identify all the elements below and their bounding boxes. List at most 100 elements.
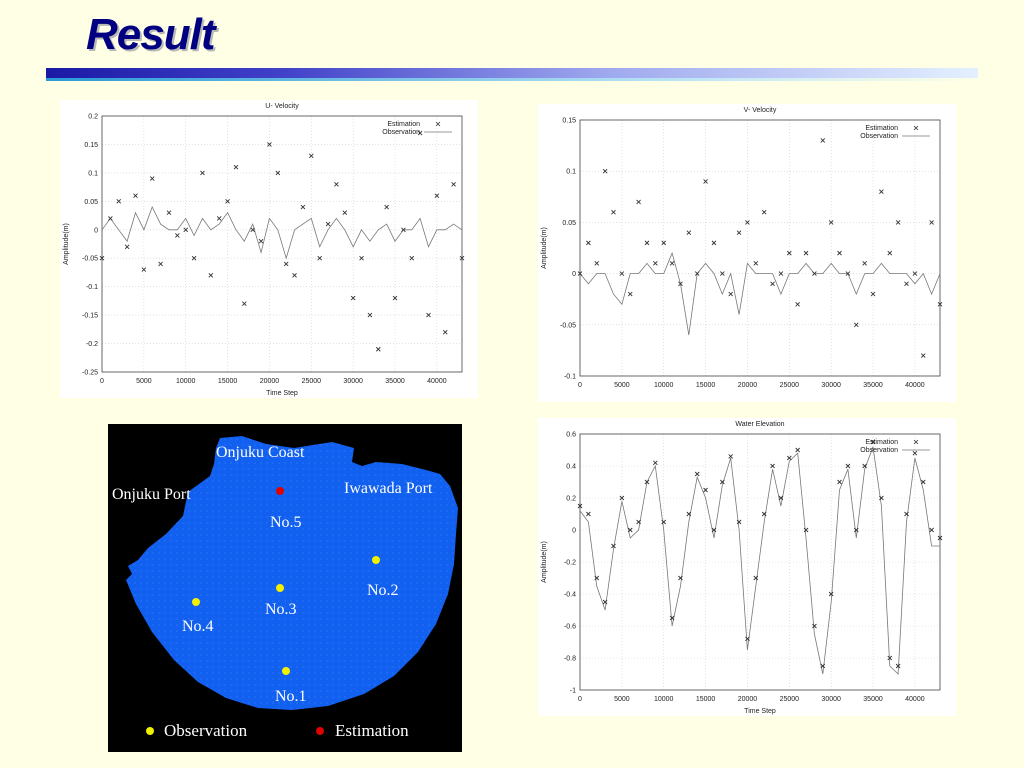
- y-tick-label: 0.2: [88, 114, 98, 121]
- estimation-point: [812, 623, 817, 629]
- estimation-point: [795, 302, 800, 307]
- estimation-point: [828, 591, 834, 597]
- y-tick-label: -0.4: [564, 592, 576, 599]
- y-tick-label: -0.1: [86, 284, 98, 291]
- station-no4-observation-point: [192, 598, 200, 606]
- u-velocity-chart: 0 5000 10000 15000 20000 25000 30000 35000 40000…: [60, 100, 478, 398]
- observation-series-line: [579, 251, 941, 336]
- x-tick-label: 30000: [821, 696, 841, 703]
- estimation-point: [359, 255, 364, 261]
- x-tick-label: 25000: [302, 378, 322, 385]
- v-velocity-chart: 0 5000 10000 15000 20000 25000 30000 35000 40000…: [538, 104, 956, 402]
- estimation-point: [292, 272, 297, 278]
- estimation-point: [686, 230, 692, 235]
- estimation-point: [728, 454, 734, 459]
- x-tick-label: 15000: [696, 696, 716, 703]
- estimation-point: [711, 527, 717, 533]
- estimation-legend-label: Estimation: [335, 721, 409, 740]
- estimation-point: [862, 463, 867, 469]
- y-tick-label: -0.25: [82, 370, 98, 377]
- estimation-point: [275, 170, 281, 176]
- estimation-point: [442, 329, 448, 335]
- estimation-point: [636, 199, 641, 205]
- estimation-point: [820, 663, 826, 669]
- estimation-point: [577, 271, 583, 276]
- estimation-point: [895, 663, 901, 669]
- estimation-point: [803, 250, 809, 256]
- x-tick-label: 5000: [614, 696, 630, 703]
- estimation-point: [141, 267, 147, 272]
- estimation-point: [401, 227, 406, 233]
- estimation-point: [853, 322, 859, 328]
- estimation-point: [720, 479, 725, 485]
- water-elevation-chart: 0 5000 10000 15000 20000 25000 30000 35000 40000…: [538, 418, 956, 716]
- estimation-point: [208, 272, 214, 278]
- estimation-point: [870, 439, 876, 445]
- y-tick-label: 0.15: [562, 118, 576, 125]
- estimation-point: [653, 261, 658, 266]
- observation-series-line: [101, 205, 463, 260]
- x-tick-label: 40000: [905, 696, 925, 703]
- x-tick-label: 40000: [427, 378, 447, 385]
- y-axis-label: Amplitude(m): [541, 541, 548, 583]
- estimation-point: [879, 495, 884, 501]
- estimation-point: [678, 575, 683, 581]
- estimation-point: [308, 153, 314, 159]
- y-tick-label: 0: [572, 528, 576, 535]
- chart-2-axes: 0 5000 10000 15000 20000 25000 30000 35000 40000…: [541, 421, 941, 715]
- estimation-point: [753, 261, 759, 266]
- legend-estimation-marker: [435, 121, 441, 127]
- estimation-point: [451, 181, 456, 187]
- estimation-point: [661, 240, 667, 246]
- sea-area: [126, 436, 458, 710]
- estimation-point: [920, 353, 926, 358]
- chart-title: V- Velocity: [744, 107, 777, 114]
- iwawada-port-label: Iwawada Port: [344, 480, 433, 497]
- estimation-point: [367, 312, 373, 318]
- estimation-point: [912, 450, 918, 456]
- estimation-point: [375, 346, 381, 352]
- x-tick-label: 30000: [821, 382, 841, 389]
- x-tick-label: 25000: [780, 696, 800, 703]
- y-tick-label: -0.8: [564, 656, 576, 663]
- estimation-point: [937, 302, 943, 307]
- estimation-point: [627, 527, 633, 533]
- estimation-point: [216, 216, 222, 221]
- y-tick-label: 0.15: [84, 142, 98, 149]
- estimation-point: [912, 271, 918, 276]
- estimation-point: [745, 220, 750, 225]
- estimation-point: [753, 575, 759, 581]
- estimation-point: [837, 250, 842, 256]
- estimation-point: [350, 295, 356, 301]
- title-underline-line: [46, 78, 978, 81]
- y-tick-label: -0.05: [82, 256, 98, 263]
- estimation-point: [242, 301, 247, 307]
- estimation-point: [703, 487, 708, 493]
- chart-0-axes: 0 5000 10000 15000 20000 25000 30000 35000 40000…: [63, 103, 463, 397]
- y-tick-label: 0: [94, 227, 98, 234]
- estimation-point: [627, 291, 633, 297]
- estimation-point: [175, 233, 180, 238]
- estimation-point: [879, 189, 884, 194]
- y-tick-label: -0.15: [82, 313, 98, 320]
- estimation-point: [786, 250, 792, 256]
- y-tick-label: -0.6: [564, 624, 576, 631]
- estimation-point: [166, 210, 172, 216]
- x-tick-label: 35000: [385, 378, 405, 385]
- estimation-point: [392, 295, 398, 301]
- estimation-point: [845, 463, 851, 469]
- estimation-point: [828, 220, 834, 225]
- estimation-point: [904, 281, 909, 287]
- estimation-point: [644, 479, 650, 485]
- estimation-point: [99, 255, 105, 261]
- estimation-point: [225, 199, 230, 204]
- site-map: Onjuku Coast Onjuku Port Iwawada Port No…: [108, 424, 462, 752]
- onjuku-coast-label: Onjuku Coast: [216, 444, 305, 461]
- estimation-point: [736, 519, 742, 525]
- estimation-point: [669, 615, 675, 621]
- estimation-point: [820, 138, 826, 143]
- estimation-point: [870, 291, 876, 297]
- estimation-point: [929, 220, 934, 225]
